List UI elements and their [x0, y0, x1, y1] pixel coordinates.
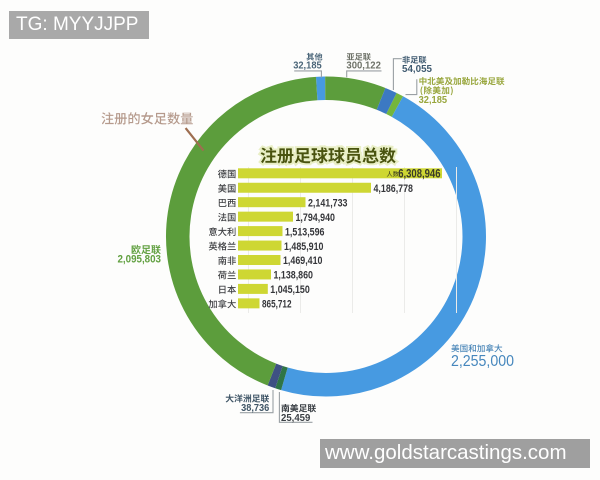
svg-text:4,186,778: 4,186,778 — [374, 183, 414, 195]
svg-text:2,095,803: 2,095,803 — [118, 253, 162, 265]
svg-text:1,513,596: 1,513,596 — [285, 226, 325, 238]
svg-text:1,794,940: 1,794,940 — [296, 212, 336, 224]
svg-text:32,185: 32,185 — [419, 95, 448, 106]
svg-text:6,308,946: 6,308,946 — [398, 169, 440, 181]
svg-text:25,459: 25,459 — [281, 412, 310, 424]
svg-text:2,141,733: 2,141,733 — [308, 197, 348, 209]
svg-text:1,469,410: 1,469,410 — [283, 255, 323, 267]
svg-text:1,138,860: 1,138,860 — [274, 270, 314, 282]
svg-text:1,485,910: 1,485,910 — [284, 241, 324, 253]
svg-text:2,255,000: 2,255,000 — [451, 353, 514, 370]
svg-text:865,712: 865,712 — [262, 299, 292, 311]
svg-text:54,055: 54,055 — [402, 64, 432, 75]
svg-text:38,736: 38,736 — [241, 402, 269, 414]
svg-text:32,185: 32,185 — [293, 61, 322, 72]
svg-text:300,122: 300,122 — [346, 61, 381, 72]
svg-text:1,045,150: 1,045,150 — [270, 284, 310, 296]
